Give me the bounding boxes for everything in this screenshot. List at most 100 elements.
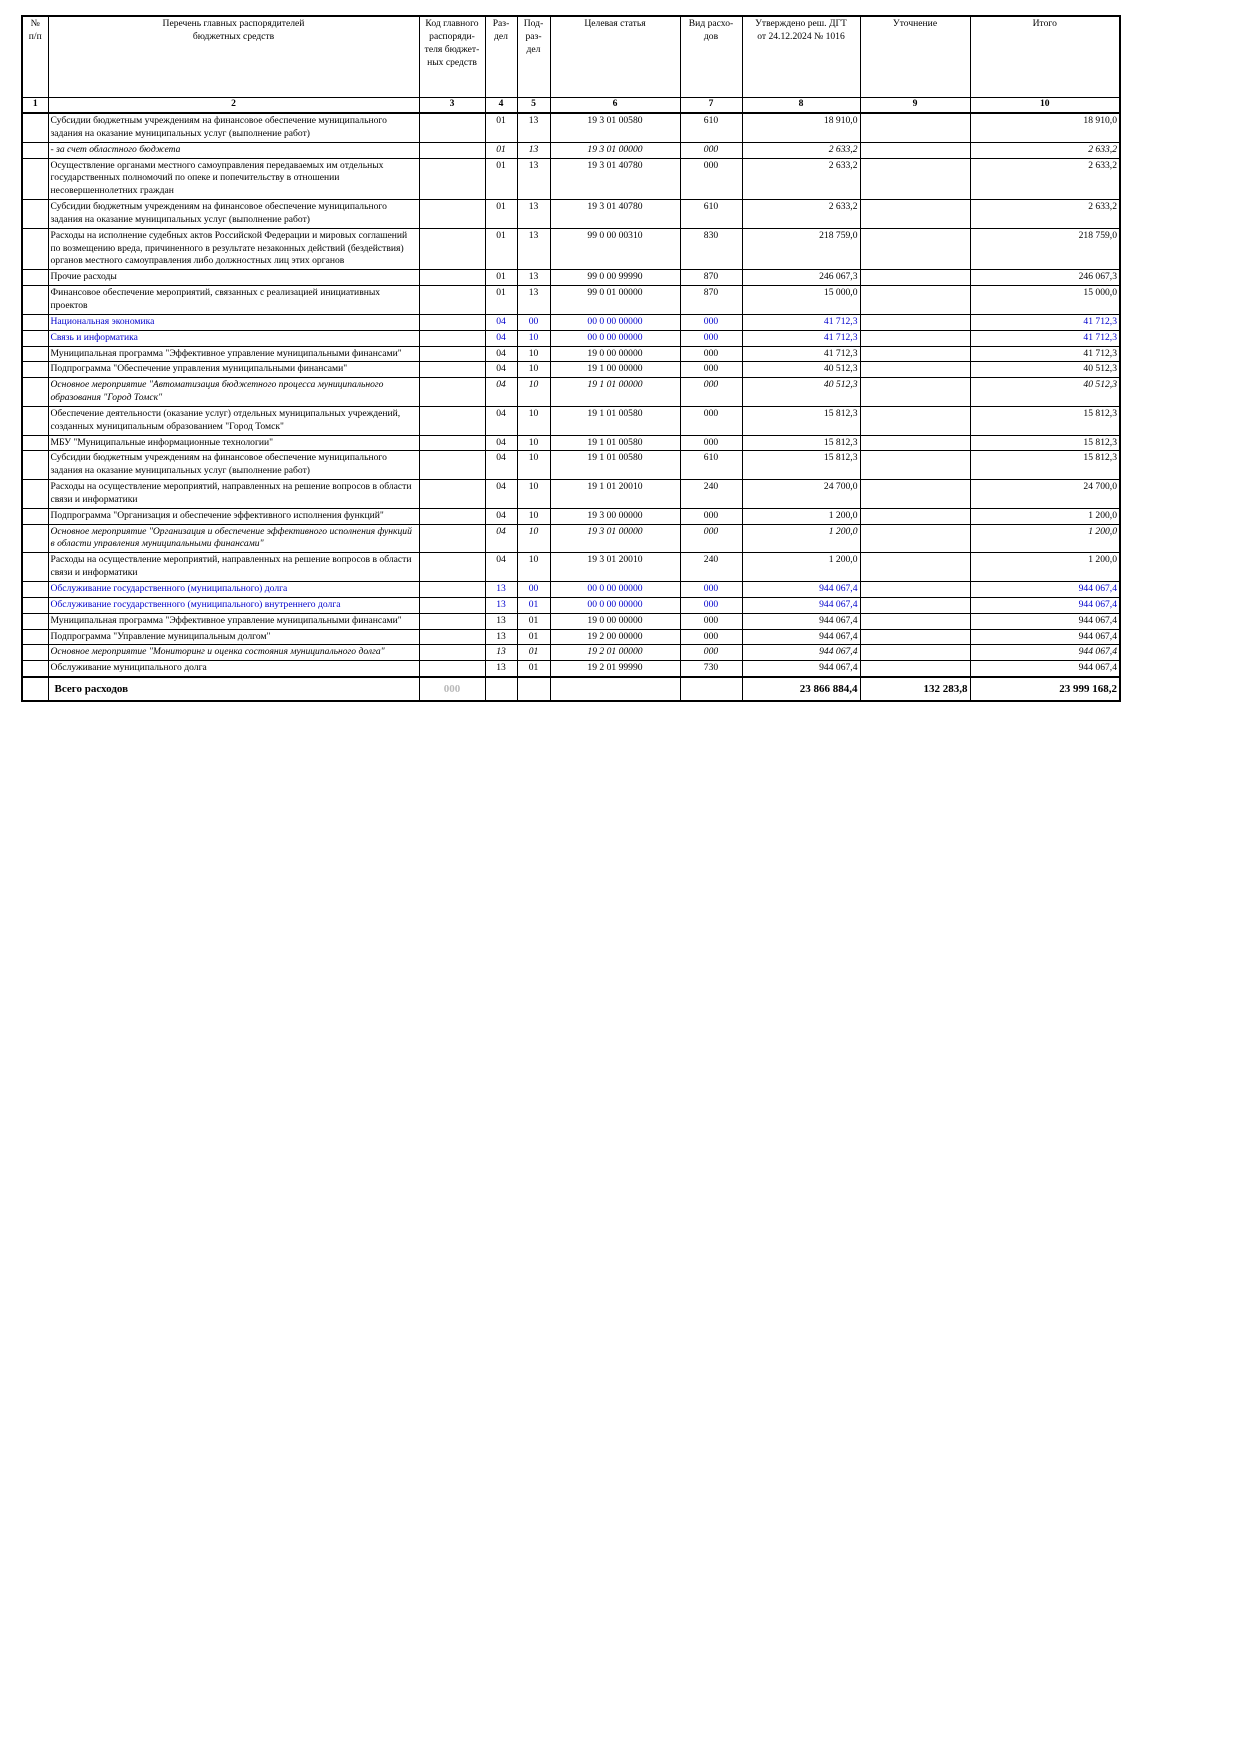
row-section-cell: 01: [484, 157, 518, 201]
row-name-cell: Прочие расходы: [47, 269, 420, 287]
row-section-cell: 04: [484, 377, 518, 407]
row-approved-cell: 40 512,3: [741, 377, 861, 407]
row-expense-type-cell: 830: [679, 227, 743, 271]
row-target-cell: 00 0 00 00000: [549, 581, 681, 598]
row-expense-type-cell: 610: [679, 450, 743, 481]
row-name-cell: Основное мероприятие "Организация и обес…: [47, 523, 420, 554]
row-number-cell: [21, 507, 49, 525]
row-subsection-cell: 13: [516, 141, 551, 159]
row-approved-cell: 1 200,0: [741, 507, 861, 525]
header-adjustment-line1: Уточнение: [892, 18, 938, 29]
row-expense-type-cell: 000: [679, 596, 743, 614]
row-section-cell: 04: [484, 329, 518, 347]
row-subsection-cell: 10: [516, 361, 551, 379]
row-total-cell: 944 067,4: [969, 596, 1121, 614]
row-expense-type-cell: 000: [679, 628, 743, 646]
row-subsection-cell: 01: [516, 596, 551, 614]
table-row: Субсидии бюджетным учреждениям на финанс…: [21, 450, 1121, 481]
row-gl-cell: [418, 199, 486, 229]
row-section-cell: 01: [484, 141, 518, 159]
row-gl-cell: [418, 361, 486, 379]
table-row: Расходы на осуществление мероприятий, на…: [21, 552, 1121, 582]
header-total-line1: Итого: [1032, 18, 1057, 29]
row-gl-cell: [418, 628, 486, 646]
row-subsection-cell: 01: [516, 644, 551, 662]
row-adjustment-cell: [859, 313, 971, 331]
row-approved-cell: 218 759,0: [741, 227, 861, 271]
table-row: Обеспечение деятельности (оказание услуг…: [21, 405, 1121, 436]
row-total-cell: 218 759,0: [969, 227, 1121, 271]
row-name-cell: Расходы на исполнение судебных актов Рос…: [47, 227, 420, 271]
row-target-cell: 19 1 00 00000: [549, 361, 681, 379]
grand-total-row-number: [21, 676, 49, 703]
row-number-cell: [21, 434, 49, 452]
table-header: № п/п Перечень главных распорядителей бю…: [21, 15, 1121, 114]
row-total-cell: 944 067,4: [969, 660, 1121, 678]
row-gl-cell: [418, 141, 486, 159]
row-name-cell: Расходы на осуществление мероприятий, на…: [47, 552, 420, 582]
grand-total-expense-type: [679, 676, 743, 703]
row-approved-cell: 944 067,4: [741, 596, 861, 614]
row-name-cell: Финансовое обеспечение мероприятий, связ…: [47, 285, 420, 315]
row-approved-cell: 2 633,2: [741, 157, 861, 201]
row-number-cell: [21, 199, 49, 229]
row-number-cell: [21, 269, 49, 287]
row-target-cell: 00 0 00 00000: [549, 329, 681, 347]
row-approved-cell: 944 067,4: [741, 628, 861, 646]
row-section-cell: 13: [484, 581, 518, 598]
row-subsection-cell: 10: [516, 450, 551, 481]
row-number-cell: [21, 285, 49, 315]
header-expense-type-line1: Вид расхо-: [688, 18, 734, 29]
row-name-cell: Обеспечение деятельности (оказание услуг…: [47, 405, 420, 436]
colnum-8: 8: [741, 97, 861, 114]
row-subsection-cell: 01: [516, 628, 551, 646]
row-expense-type-cell: 000: [679, 141, 743, 159]
row-section-cell: 04: [484, 523, 518, 554]
table-row: Прочие расходы 01 13 99 0 00 99990 870 246 06…: [21, 269, 1121, 287]
row-target-cell: 00 0 00 00000: [549, 313, 681, 331]
row-expense-type-cell: 240: [679, 479, 743, 509]
row-subsection-cell: 10: [516, 552, 551, 582]
row-subsection-cell: 10: [516, 434, 551, 452]
row-gl-cell: [418, 581, 486, 598]
row-adjustment-cell: [859, 479, 971, 509]
header-gl-line4: ных средств: [427, 56, 477, 68]
row-target-cell: 19 1 01 00580: [549, 450, 681, 481]
row-section-cell: 13: [484, 596, 518, 614]
row-name-cell: Обслуживание государственного (муниципал…: [47, 581, 420, 598]
row-approved-cell: 18 910,0: [741, 111, 861, 143]
row-expense-type-cell: 000: [679, 644, 743, 662]
row-gl-cell: [418, 523, 486, 554]
row-total-cell: 1 200,0: [969, 523, 1121, 554]
row-adjustment-cell: [859, 377, 971, 407]
row-number-cell: [21, 581, 49, 598]
table-row: Подпрограмма "Обеспечение управления мун…: [21, 361, 1121, 379]
row-gl-cell: [418, 227, 486, 271]
row-name-cell: МБУ "Муниципальные информационные технол…: [47, 434, 420, 452]
row-number-cell: [21, 361, 49, 379]
row-number-cell: [21, 329, 49, 347]
row-subsection-cell: 13: [516, 227, 551, 271]
row-total-cell: 1 200,0: [969, 552, 1121, 582]
row-subsection-cell: 00: [516, 313, 551, 331]
row-adjustment-cell: [859, 405, 971, 436]
row-approved-cell: 15 812,3: [741, 434, 861, 452]
row-name-cell: Обслуживание муниципального долга: [47, 660, 420, 678]
row-adjustment-cell: [859, 329, 971, 347]
table-row: Обслуживание государственного (муниципал…: [21, 581, 1121, 598]
row-expense-type-cell: 000: [679, 523, 743, 554]
table-body: Субсидии бюджетным учреждениям на финанс…: [21, 111, 1121, 703]
row-adjustment-cell: [859, 523, 971, 554]
row-section-cell: 01: [484, 227, 518, 271]
row-approved-cell: 15 000,0: [741, 285, 861, 315]
row-total-cell: 15 812,3: [969, 405, 1121, 436]
row-number-cell: [21, 313, 49, 331]
row-name-cell: Подпрограмма "Организация и обеспечение …: [47, 507, 420, 525]
grand-total-approved: 23 866 884,4: [741, 676, 861, 703]
table-row: Национальная экономика 04 00 00 0 00 00000 0…: [21, 313, 1121, 331]
row-subsection-cell: 13: [516, 285, 551, 315]
row-expense-type-cell: 730: [679, 660, 743, 678]
row-number-cell: [21, 377, 49, 407]
row-gl-cell: [418, 405, 486, 436]
row-name-cell: Подпрограмма "Управление муниципальным д…: [47, 628, 420, 646]
